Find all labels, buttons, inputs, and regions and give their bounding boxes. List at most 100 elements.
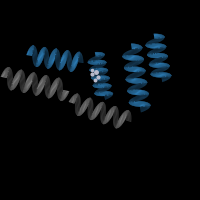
Polygon shape: [110, 94, 111, 97]
Polygon shape: [88, 62, 89, 64]
Polygon shape: [108, 76, 109, 79]
Polygon shape: [76, 113, 79, 114]
Polygon shape: [167, 56, 168, 58]
Polygon shape: [75, 54, 79, 55]
Polygon shape: [151, 44, 153, 48]
Polygon shape: [59, 99, 61, 100]
Polygon shape: [68, 69, 71, 70]
Polygon shape: [148, 42, 149, 45]
Polygon shape: [57, 86, 63, 89]
Polygon shape: [151, 73, 152, 76]
Polygon shape: [134, 101, 136, 106]
Polygon shape: [91, 118, 94, 119]
Polygon shape: [44, 60, 49, 61]
Polygon shape: [141, 56, 142, 60]
Polygon shape: [160, 63, 162, 68]
Polygon shape: [56, 51, 59, 52]
Polygon shape: [103, 83, 105, 88]
Polygon shape: [8, 70, 12, 72]
Polygon shape: [14, 76, 20, 78]
Polygon shape: [109, 110, 114, 112]
Polygon shape: [48, 64, 52, 66]
Polygon shape: [105, 61, 106, 63]
Polygon shape: [24, 85, 30, 87]
Polygon shape: [106, 69, 107, 71]
Polygon shape: [55, 59, 61, 61]
Polygon shape: [127, 76, 128, 80]
Polygon shape: [97, 55, 99, 60]
Polygon shape: [117, 122, 122, 125]
Polygon shape: [135, 72, 137, 78]
Polygon shape: [29, 75, 34, 77]
Polygon shape: [44, 50, 48, 51]
Polygon shape: [32, 89, 37, 91]
Polygon shape: [133, 44, 135, 49]
Polygon shape: [89, 100, 93, 102]
Polygon shape: [36, 62, 41, 63]
Polygon shape: [89, 103, 93, 105]
Polygon shape: [98, 55, 99, 60]
Polygon shape: [111, 92, 112, 95]
Polygon shape: [51, 54, 56, 56]
Polygon shape: [160, 44, 161, 48]
Polygon shape: [143, 68, 144, 72]
Polygon shape: [67, 60, 72, 61]
Polygon shape: [108, 94, 110, 98]
Polygon shape: [59, 69, 61, 70]
Polygon shape: [59, 78, 61, 79]
Polygon shape: [161, 72, 162, 77]
Polygon shape: [23, 90, 27, 91]
Polygon shape: [159, 57, 161, 63]
Polygon shape: [164, 56, 165, 60]
Polygon shape: [162, 47, 163, 51]
Polygon shape: [143, 59, 144, 61]
Polygon shape: [45, 78, 50, 80]
Polygon shape: [95, 73, 97, 78]
Polygon shape: [126, 79, 127, 81]
Polygon shape: [76, 98, 81, 100]
Polygon shape: [45, 47, 46, 48]
Polygon shape: [56, 66, 60, 68]
Polygon shape: [141, 59, 142, 63]
Polygon shape: [127, 114, 131, 117]
Polygon shape: [94, 85, 96, 88]
Polygon shape: [80, 109, 85, 111]
Polygon shape: [33, 77, 38, 79]
Polygon shape: [20, 73, 25, 74]
Polygon shape: [105, 95, 107, 100]
Polygon shape: [147, 54, 148, 55]
Polygon shape: [67, 54, 71, 55]
Polygon shape: [128, 63, 129, 68]
Polygon shape: [107, 70, 108, 72]
Polygon shape: [46, 95, 49, 96]
Polygon shape: [152, 50, 153, 55]
Polygon shape: [169, 75, 170, 79]
Polygon shape: [96, 56, 98, 61]
Polygon shape: [104, 119, 109, 121]
Polygon shape: [59, 67, 63, 69]
Polygon shape: [96, 60, 98, 65]
Polygon shape: [156, 58, 158, 64]
Polygon shape: [170, 75, 171, 77]
Polygon shape: [146, 81, 147, 83]
Polygon shape: [37, 86, 44, 88]
Polygon shape: [153, 43, 155, 49]
Polygon shape: [56, 78, 59, 79]
Polygon shape: [95, 60, 97, 65]
Polygon shape: [95, 82, 97, 86]
Polygon shape: [113, 106, 116, 108]
Polygon shape: [57, 92, 63, 94]
Polygon shape: [69, 70, 71, 71]
Polygon shape: [156, 73, 157, 77]
Polygon shape: [106, 115, 112, 118]
Polygon shape: [81, 106, 87, 109]
Polygon shape: [137, 60, 138, 65]
Polygon shape: [155, 48, 157, 54]
Polygon shape: [138, 71, 140, 77]
Polygon shape: [146, 105, 147, 110]
Polygon shape: [61, 100, 63, 101]
Polygon shape: [128, 67, 130, 72]
Polygon shape: [156, 48, 158, 53]
Polygon shape: [76, 99, 81, 101]
Polygon shape: [147, 105, 148, 109]
